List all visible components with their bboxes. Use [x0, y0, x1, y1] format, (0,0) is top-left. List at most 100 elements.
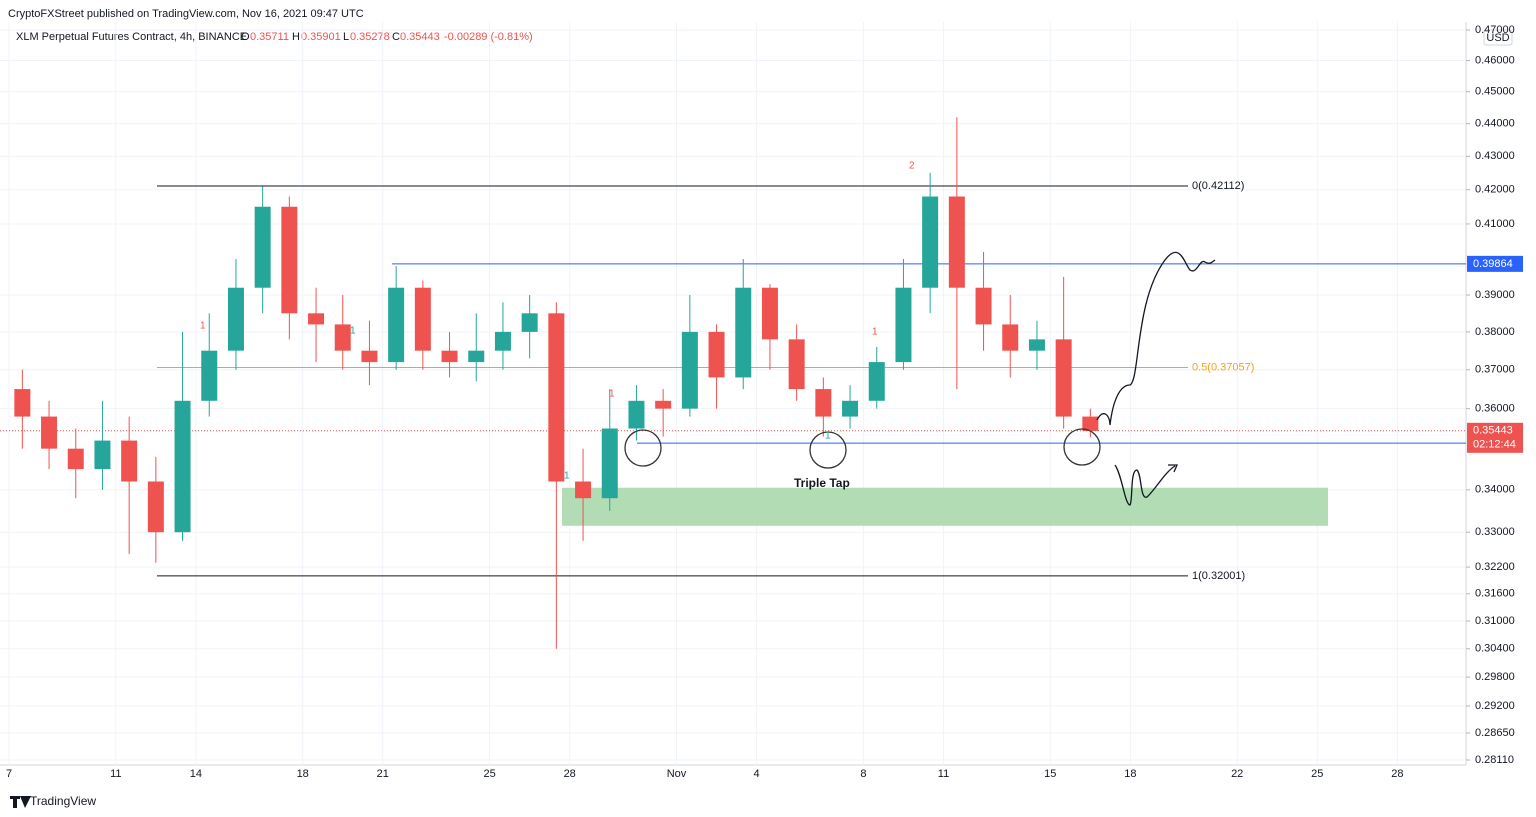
currency-box[interactable]: [1483, 29, 1513, 46]
logo-icon: [10, 796, 31, 808]
x-tick-label: 7: [6, 768, 12, 780]
candle-body: [575, 481, 592, 499]
drawings: [624, 251, 1216, 506]
candle-body: [14, 389, 31, 417]
current-price-box: [1467, 422, 1523, 453]
y-tick-label: 0.41000: [1475, 218, 1515, 230]
candle-body: [1055, 339, 1072, 417]
candle-body: [1002, 324, 1019, 351]
candle-body: [201, 350, 218, 401]
x-tick-label: 4: [754, 768, 760, 780]
candle-body: [468, 350, 485, 363]
candle-body: [842, 400, 859, 417]
y-tick-label: 0.34000: [1475, 484, 1515, 496]
y-tick-label: 0.31000: [1475, 615, 1515, 627]
signal-label: 1: [609, 389, 615, 400]
candle-body: [227, 287, 244, 351]
circle-marker: [809, 431, 847, 469]
projection-path: [1096, 251, 1216, 426]
signal-label: 1: [872, 327, 878, 338]
candle-body: [494, 331, 511, 351]
ohlc-label: H: [292, 31, 300, 43]
chart-title: XLM Perpetual Futures Contract, 4h, BINA…: [16, 31, 247, 43]
y-tick-label: 0.29200: [1475, 700, 1515, 712]
logo: TradingView: [30, 794, 96, 808]
candle-body: [868, 362, 885, 401]
x-tick-label: 14: [190, 768, 202, 780]
candle-body: [922, 196, 939, 288]
candle-body: [521, 313, 538, 332]
signal-label: 1: [350, 326, 356, 337]
signal-label: 1: [564, 471, 570, 482]
publisher: CryptoFXStreet published on TradingView.…: [8, 8, 364, 20]
ohlc-value: 0.35278: [350, 31, 390, 43]
y-tick-label: 0.38000: [1475, 326, 1515, 338]
currency: USD: [1486, 32, 1509, 44]
candle-body: [1082, 416, 1099, 431]
candle-body: [548, 313, 565, 482]
x-tick-label: Nov: [667, 768, 687, 780]
y-tick-label: 0.30400: [1475, 643, 1515, 655]
fib-label: 1(0.32001): [1192, 570, 1245, 582]
ohlc-label: O: [241, 31, 250, 43]
candle-body: [334, 324, 351, 351]
ohlc-label: C: [392, 31, 400, 43]
candle-body: [975, 287, 992, 325]
candle-body: [708, 331, 725, 378]
x-tick-label: 28: [1391, 768, 1403, 780]
y-tick-label: 0.43000: [1475, 150, 1515, 162]
candle-body: [441, 350, 458, 363]
current-price-label: 0.35443: [1473, 425, 1513, 437]
x-tick-label: 25: [1311, 768, 1323, 780]
candle-body: [361, 350, 378, 363]
y-tick-label: 0.42000: [1475, 184, 1515, 196]
x-tick-label: 22: [1231, 768, 1243, 780]
circle-marker: [1063, 428, 1101, 466]
candle-body: [628, 400, 645, 429]
x-tick-label: 15: [1044, 768, 1056, 780]
price-label-box: [1467, 255, 1523, 272]
y-tick-label: 0.32200: [1475, 561, 1515, 573]
candle-body: [41, 416, 58, 449]
x-tick-label: 11: [938, 768, 949, 780]
signal-label: 2: [909, 161, 915, 172]
candle-body: [414, 287, 431, 351]
candle-body: [281, 206, 298, 314]
countdown: 02:12:44: [1473, 439, 1516, 451]
candle-body: [788, 339, 805, 390]
candle-body: [948, 196, 965, 288]
signal-label: 1: [825, 431, 831, 442]
candle-body: [121, 440, 138, 482]
signal-label: 1: [200, 321, 206, 332]
candle-body: [681, 331, 698, 409]
y-tick-label: 0.37000: [1475, 364, 1515, 376]
demand-zone: [562, 487, 1328, 526]
candle-body: [147, 481, 164, 533]
x-tick-label: 18: [297, 768, 309, 780]
fib-label: 0.5(0.37057): [1192, 361, 1254, 373]
y-tick-label: 0.47000: [1475, 24, 1515, 36]
ohlc-change: -0.00289 (-0.81%): [444, 31, 533, 43]
ohlc-label: L: [343, 31, 349, 43]
y-tick-label: 0.45000: [1475, 86, 1515, 98]
ohlc-value: 0.35901: [301, 31, 341, 43]
x-tick-label: 18: [1124, 768, 1136, 780]
signals: 1 1 1 1 1 2 1: [200, 161, 915, 482]
candle-body: [815, 389, 832, 417]
y-tick-label: 0.31600: [1475, 588, 1515, 600]
candle-body: [895, 287, 912, 363]
y-tick-label: 0.29800: [1475, 671, 1515, 683]
candle-body: [174, 400, 191, 533]
ohlc-value: 0.35711: [250, 31, 289, 43]
candle-body: [388, 287, 405, 363]
y-tick-label: 0.46000: [1475, 54, 1515, 66]
candle-body: [655, 400, 672, 409]
candle-body: [254, 206, 271, 288]
x-tick-label: 28: [564, 768, 576, 780]
annotation: Triple Tap: [794, 476, 850, 490]
candle-body: [761, 287, 778, 340]
y-tick-label: 0.39000: [1475, 289, 1515, 301]
y-tick-label: 0.33000: [1475, 526, 1515, 538]
fib-label: 0(0.42112): [1192, 180, 1244, 192]
